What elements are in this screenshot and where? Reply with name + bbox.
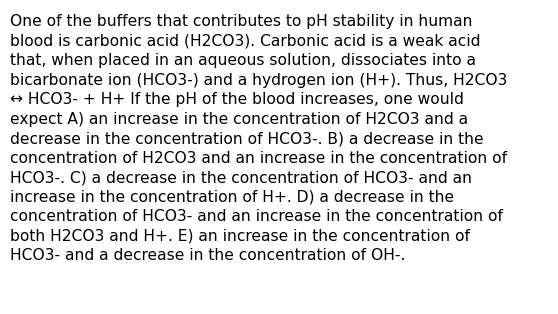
Text: expect A) an increase in the concentration of H2CO3 and a: expect A) an increase in the concentrati… xyxy=(10,112,468,127)
Text: ↔ HCO3- + H+ If the pH of the blood increases, one would: ↔ HCO3- + H+ If the pH of the blood incr… xyxy=(10,92,464,107)
Text: HCO3-. C) a decrease in the concentration of HCO3- and an: HCO3-. C) a decrease in the concentratio… xyxy=(10,170,472,185)
Text: concentration of HCO3- and an increase in the concentration of: concentration of HCO3- and an increase i… xyxy=(10,209,503,224)
Text: One of the buffers that contributes to pH stability in human: One of the buffers that contributes to p… xyxy=(10,14,473,29)
Text: blood is carbonic acid (H2CO3). Carbonic acid is a weak acid: blood is carbonic acid (H2CO3). Carbonic… xyxy=(10,34,480,49)
Text: decrease in the concentration of HCO3-. B) a decrease in the: decrease in the concentration of HCO3-. … xyxy=(10,131,484,146)
Text: HCO3- and a decrease in the concentration of OH-.: HCO3- and a decrease in the concentratio… xyxy=(10,248,406,263)
Text: bicarbonate ion (HCO3-) and a hydrogen ion (H+). Thus, H2CO3: bicarbonate ion (HCO3-) and a hydrogen i… xyxy=(10,73,507,88)
Text: concentration of H2CO3 and an increase in the concentration of: concentration of H2CO3 and an increase i… xyxy=(10,151,507,165)
Text: that, when placed in an aqueous solution, dissociates into a: that, when placed in an aqueous solution… xyxy=(10,53,476,68)
Text: increase in the concentration of H+. D) a decrease in the: increase in the concentration of H+. D) … xyxy=(10,190,454,205)
Text: both H2CO3 and H+. E) an increase in the concentration of: both H2CO3 and H+. E) an increase in the… xyxy=(10,229,470,244)
